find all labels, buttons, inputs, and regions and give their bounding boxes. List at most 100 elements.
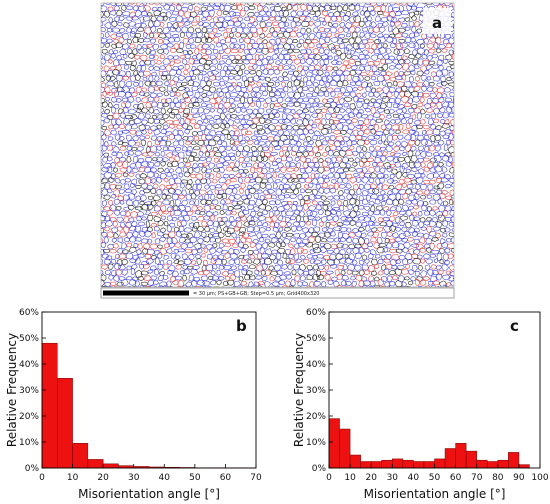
grain-boundary — [395, 129, 402, 135]
grain-boundary — [112, 243, 119, 249]
grain-boundary — [426, 55, 433, 61]
grain-boundary — [427, 48, 436, 54]
grain-boundary — [223, 15, 232, 21]
grain-boundary — [209, 247, 217, 254]
grain-boundary — [365, 225, 371, 232]
grain-boundary — [101, 42, 105, 48]
grain-boundary — [270, 249, 279, 254]
grain-boundary — [225, 276, 231, 281]
grain-boundary — [308, 10, 317, 15]
grain-boundary — [257, 285, 263, 287]
grain-boundary — [192, 113, 201, 118]
grain-boundary — [135, 73, 141, 81]
grain-boundary — [180, 219, 187, 227]
grain-boundary — [156, 145, 162, 151]
grain-boundary — [225, 210, 233, 216]
grain-boundary — [272, 21, 279, 27]
grain-boundary — [165, 11, 172, 19]
grain-boundary — [259, 117, 266, 124]
grain-boundary — [289, 183, 296, 192]
grain-boundary — [443, 34, 452, 39]
grain-boundary — [222, 75, 229, 82]
grain-boundary — [90, 206, 99, 212]
grain-boundary — [321, 54, 330, 61]
grain-boundary — [192, 277, 201, 282]
grain-boundary — [126, 265, 132, 271]
grain-boundary — [348, 189, 356, 196]
grain-boundary — [449, 216, 454, 223]
grain-boundary — [246, 226, 255, 232]
grain-boundary — [179, 54, 186, 60]
grain-boundary — [221, 43, 229, 50]
grain-boundary — [281, 103, 288, 108]
grain-boundary — [165, 74, 172, 81]
grain-boundary — [214, 257, 223, 265]
grain-boundary — [236, 102, 245, 109]
grain-boundary — [109, 10, 117, 16]
grain-boundary — [186, 91, 194, 97]
grain-boundary — [240, 96, 245, 104]
grain-boundary — [330, 16, 338, 22]
grain-boundary — [168, 168, 175, 173]
grain-boundary — [355, 210, 361, 216]
grain-boundary — [101, 28, 102, 33]
grain-boundary — [334, 33, 340, 38]
grain-boundary — [313, 162, 321, 169]
grain-boundary — [211, 178, 218, 184]
grain-boundary — [415, 150, 421, 157]
grain-boundary — [186, 113, 194, 121]
grain-boundary — [158, 65, 167, 70]
grain-boundary — [129, 30, 136, 38]
grain-boundary — [354, 60, 362, 66]
grain-boundary — [95, 82, 101, 87]
grain-boundary — [187, 26, 195, 34]
grain-boundary — [234, 96, 241, 102]
grain-boundary — [101, 10, 105, 18]
grain-boundary — [174, 242, 182, 248]
grain-boundary — [419, 150, 427, 159]
grain-boundary — [111, 27, 121, 33]
grain-boundary — [441, 80, 448, 87]
histogram-bar — [339, 428, 351, 469]
grain-boundary — [356, 139, 366, 146]
grain-boundary — [403, 81, 413, 88]
grain-boundary — [323, 48, 330, 55]
grain-boundary — [178, 41, 185, 50]
grain-boundary — [106, 209, 114, 216]
grain-boundary — [363, 160, 371, 167]
grain-boundary — [435, 221, 443, 229]
grain-boundary — [381, 276, 388, 282]
grain-boundary — [220, 216, 229, 223]
grain-boundary — [209, 120, 216, 125]
grain-boundary — [386, 242, 393, 249]
grain-boundary — [103, 171, 112, 179]
y-tick-label: 40% — [306, 360, 326, 370]
grain-boundary — [348, 231, 357, 238]
grain-boundary — [247, 76, 255, 83]
grain-boundary — [380, 190, 386, 195]
grain-boundary — [330, 90, 336, 98]
grain-boundary — [282, 76, 290, 82]
grain-boundary — [342, 221, 351, 226]
grain-boundary — [157, 38, 164, 44]
grain-boundary — [146, 215, 153, 222]
grain-boundary — [401, 55, 408, 61]
grain-boundary — [115, 206, 122, 211]
grain-boundary — [420, 108, 426, 115]
grain-boundary — [235, 31, 242, 38]
grain-boundary — [188, 37, 195, 44]
grain-boundary — [173, 59, 182, 64]
grain-boundary — [286, 91, 296, 99]
grain-boundary — [300, 275, 307, 281]
grain-boundary — [198, 195, 204, 201]
grain-boundary — [282, 113, 288, 120]
grain-boundary — [377, 270, 384, 276]
grain-boundary — [101, 26, 107, 33]
grain-boundary — [380, 59, 387, 65]
grain-boundary — [107, 102, 113, 108]
grain-boundary — [358, 246, 365, 254]
grain-boundary — [372, 188, 380, 195]
grain-boundary — [257, 107, 265, 114]
grain-boundary — [141, 238, 149, 244]
grain-boundary — [311, 39, 319, 44]
